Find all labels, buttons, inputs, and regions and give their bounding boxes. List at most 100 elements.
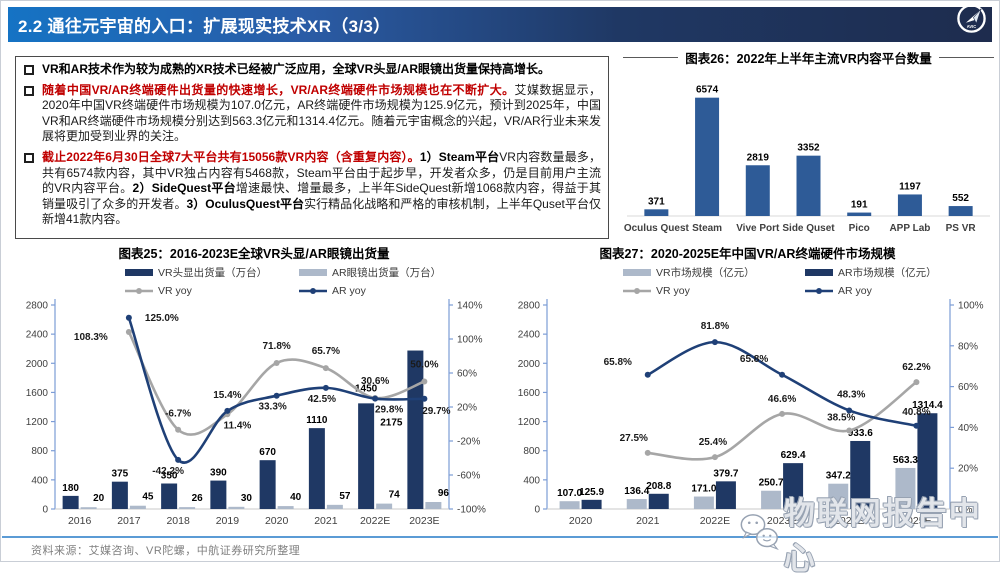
svg-text:VR yoy: VR yoy <box>158 285 193 297</box>
chart25-title: 图表25：2016-2023E全球VR头显/AR眼镜出货量 <box>111 243 397 262</box>
svg-text:1110: 1110 <box>306 415 328 426</box>
bullet-text: 截止2022年6月30日全球7大平台共有15056款VR内容（含重复内容）。1）… <box>42 149 601 227</box>
svg-text:0: 0 <box>42 505 48 516</box>
svg-text:191: 191 <box>851 200 868 211</box>
svg-text:552: 552 <box>952 193 969 204</box>
svg-text:100%: 100% <box>958 301 984 312</box>
svg-text:20%: 20% <box>958 464 978 475</box>
chart26-title-wrap: 图表26：2022年上半年主流VR内容平台数量 <box>621 48 996 68</box>
svg-text:390: 390 <box>210 468 227 479</box>
svg-text:371: 371 <box>648 196 665 207</box>
svg-text:800: 800 <box>523 446 540 457</box>
chart26-title: 图表26：2022年上半年主流VR内容平台数量 <box>678 48 939 67</box>
bullet-item: 截止2022年6月30日全球7大平台共有15056款VR内容（含重复内容）。1）… <box>21 150 601 228</box>
svg-text:2400: 2400 <box>518 330 541 341</box>
summary-text-panel: VR和AR技术作为较为成熟的XR技术已经被广泛应用，全球VR头显/AR眼镜出货量… <box>15 56 609 239</box>
svg-text:VR市场规模（亿元）: VR市场规模（亿元） <box>656 266 755 279</box>
svg-text:2018: 2018 <box>166 515 190 527</box>
svg-text:AVIC: AVIC <box>967 24 976 29</box>
svg-text:Pico: Pico <box>849 223 870 234</box>
svg-text:AR yoy: AR yoy <box>838 285 873 297</box>
svg-text:29.8%: 29.8% <box>375 405 403 416</box>
chart27-combo-chart: 0 400 800 1200 1600 2000 2400 2800 0% 20% 40% 60% 80… <box>518 266 984 527</box>
svg-text:136.4: 136.4 <box>624 486 649 497</box>
footer-separator-line <box>2 536 998 538</box>
svg-text:3352: 3352 <box>797 143 820 154</box>
svg-text:20%: 20% <box>457 403 477 414</box>
svg-text:71.8%: 71.8% <box>262 341 290 352</box>
svg-text:-100%: -100% <box>457 505 486 516</box>
svg-text:81.8%: 81.8% <box>701 321 729 332</box>
svg-text:26: 26 <box>192 493 204 504</box>
svg-text:2025E: 2025E <box>901 515 931 527</box>
svg-text:AR眼镜出货量（万台）: AR眼镜出货量（万台） <box>332 266 441 279</box>
svg-text:PS VR: PS VR <box>946 223 977 234</box>
svg-text:11.4%: 11.4% <box>223 420 251 431</box>
bullet-text: 随着中国VR/AR终端硬件出货量的快速增长，VR/AR终端硬件市场规模也在不断扩… <box>42 82 601 144</box>
svg-text:96: 96 <box>438 488 450 499</box>
svg-text:347.2: 347.2 <box>826 471 851 482</box>
svg-text:65.8%: 65.8% <box>604 357 632 368</box>
svg-text:125.9: 125.9 <box>579 487 604 498</box>
chart25-combo-chart: 0 400 800 1200 1600 2000 2400 2800 -100% -60% -20%… <box>26 266 486 527</box>
bullet-square-icon <box>24 152 34 163</box>
svg-text:40: 40 <box>290 492 302 503</box>
svg-text:2019: 2019 <box>216 515 240 527</box>
svg-text:48.3%: 48.3% <box>837 389 865 400</box>
svg-text:1197: 1197 <box>899 181 921 192</box>
svg-text:74: 74 <box>389 490 401 501</box>
svg-text:AR yoy: AR yoy <box>332 285 367 297</box>
svg-text:2021: 2021 <box>636 515 660 527</box>
bullet-item: 随着中国VR/AR终端硬件出货量的快速增长，VR/AR终端硬件市场规模也在不断扩… <box>21 83 601 145</box>
svg-text:-6.7%: -6.7% <box>165 409 191 420</box>
svg-text:2400: 2400 <box>26 330 49 341</box>
svg-text:2023E: 2023E <box>767 515 797 527</box>
svg-text:375: 375 <box>112 469 129 480</box>
svg-text:1600: 1600 <box>26 388 49 399</box>
svg-text:25.4%: 25.4% <box>699 437 727 448</box>
svg-text:350: 350 <box>161 471 178 482</box>
svg-text:VR头显出货量（万台）: VR头显出货量（万台） <box>158 266 267 279</box>
svg-text:80%: 80% <box>958 341 978 352</box>
svg-text:38.5%: 38.5% <box>827 412 855 423</box>
svg-text:2022E: 2022E <box>700 515 730 527</box>
svg-text:20: 20 <box>93 493 105 504</box>
svg-text:2021: 2021 <box>314 515 338 527</box>
svg-text:Side Quset: Side Quset <box>782 223 835 234</box>
avic-paper-plane-logo: AVIC <box>957 4 986 33</box>
svg-text:45: 45 <box>142 492 154 503</box>
chart26-bar-chart: 371 Oculus Quest 6574 Steam 2819 Vive Port 335… <box>624 85 990 234</box>
svg-text:Vive Port: Vive Port <box>736 223 780 234</box>
bullet-square-icon <box>24 65 34 75</box>
svg-text:15.4%: 15.4% <box>213 390 241 401</box>
svg-text:30.6%: 30.6% <box>361 376 389 387</box>
page-title: 2.2 通往元宇宙的入口：扩展现实技术XR（3/3） <box>18 17 391 36</box>
svg-text:563.3: 563.3 <box>893 455 918 466</box>
svg-text:62.2%: 62.2% <box>902 362 930 373</box>
svg-text:108.3%: 108.3% <box>74 332 108 343</box>
svg-text:2023E: 2023E <box>409 515 439 527</box>
svg-text:100%: 100% <box>457 335 483 346</box>
chart27-panel: 图表27：2020-2025E年中国VR/AR终端硬件市场规模 0 400 800 1… <box>499 243 996 537</box>
svg-text:2000: 2000 <box>26 359 49 370</box>
svg-text:Steam: Steam <box>692 223 722 234</box>
svg-text:1200: 1200 <box>518 417 541 428</box>
svg-text:VR yoy: VR yoy <box>656 285 691 297</box>
svg-text:250.7: 250.7 <box>759 478 784 489</box>
svg-text:-60%: -60% <box>457 471 480 482</box>
svg-text:379.7: 379.7 <box>713 468 738 479</box>
svg-text:171.0: 171.0 <box>691 484 716 495</box>
bullet-square-icon <box>24 85 34 96</box>
svg-text:1200: 1200 <box>26 417 49 428</box>
svg-text:180: 180 <box>62 483 79 494</box>
svg-text:2020: 2020 <box>569 515 593 527</box>
bullet-item: VR和AR技术作为较为成熟的XR技术已经被广泛应用，全球VR头显/AR眼镜出货量… <box>21 62 601 78</box>
svg-text:107.0: 107.0 <box>557 488 582 499</box>
svg-text:33.3%: 33.3% <box>258 402 286 413</box>
svg-text:Oculus Quest: Oculus Quest <box>624 223 690 234</box>
svg-text:1450: 1450 <box>355 383 378 394</box>
svg-text:60%: 60% <box>457 369 477 380</box>
svg-text:2024E: 2024E <box>834 515 864 527</box>
svg-text:1314.4: 1314.4 <box>912 400 943 411</box>
